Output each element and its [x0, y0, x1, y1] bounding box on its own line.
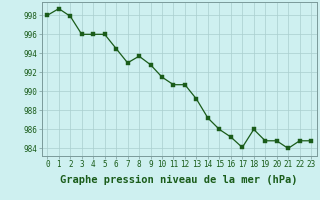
X-axis label: Graphe pression niveau de la mer (hPa): Graphe pression niveau de la mer (hPa) — [60, 175, 298, 185]
